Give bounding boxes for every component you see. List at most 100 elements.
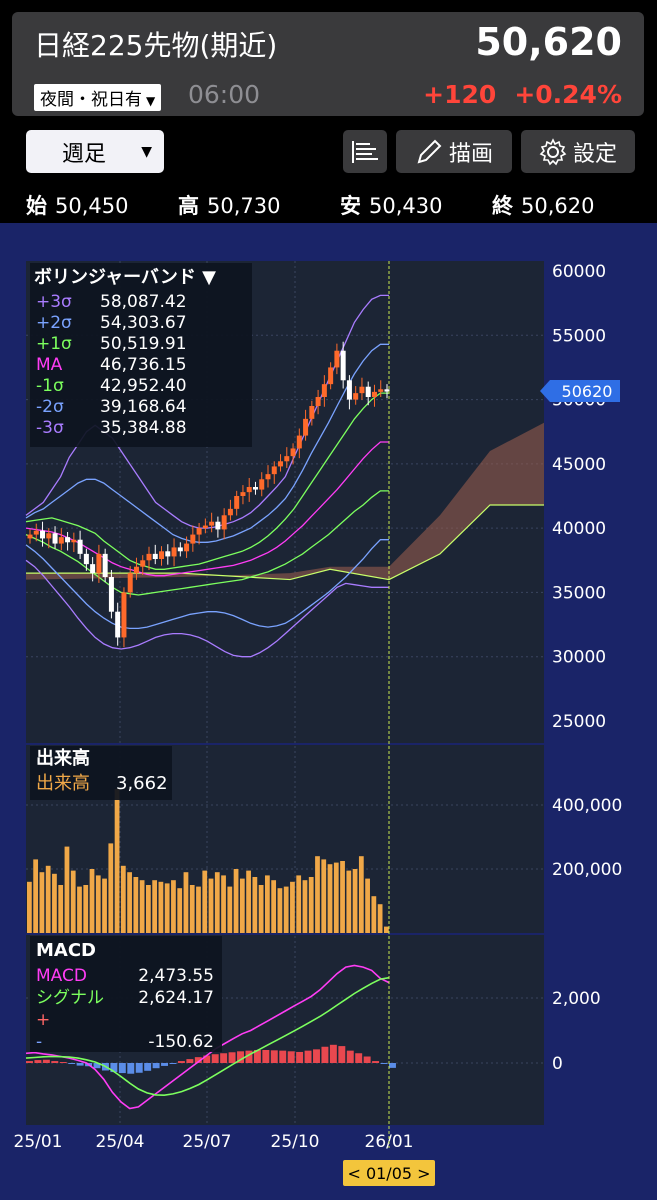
macd-histogram-bar <box>262 1050 270 1063</box>
candle-body <box>71 539 77 543</box>
volume-bar <box>114 789 120 933</box>
volume-bar <box>252 877 258 933</box>
macd-axis-tick: 2,000 <box>552 989 601 1009</box>
legend-label: -1σ <box>36 376 64 396</box>
volume-bar <box>208 878 214 933</box>
legend-value: 35,384.88 <box>100 418 187 438</box>
list-bars-icon <box>352 140 378 163</box>
candle-body <box>65 537 71 543</box>
candle-body <box>90 564 96 574</box>
macd-histogram-bar <box>304 1050 312 1063</box>
candle-body <box>252 487 258 490</box>
candle-body <box>221 515 227 530</box>
candle-body <box>121 592 127 638</box>
candle-body <box>271 466 277 475</box>
candle-body <box>227 508 233 516</box>
volume-bar <box>290 881 295 933</box>
caret-down-icon: ▼ <box>141 143 152 160</box>
price-change: +120 +0.24% <box>405 80 622 109</box>
macd-histogram-bar <box>270 1050 278 1063</box>
macd-histogram-bar <box>338 1046 346 1063</box>
candle-body <box>259 479 265 490</box>
volume-bar <box>239 878 245 933</box>
candle-body <box>246 487 252 493</box>
candle-body <box>190 534 196 544</box>
volume-bar <box>221 875 226 933</box>
open-stat: 始 50,450 <box>26 190 128 220</box>
volume-bar <box>52 873 57 933</box>
volume-axis-tick: 400,000 <box>552 796 622 816</box>
x-axis-tick: 25/04 <box>96 1132 145 1152</box>
x-axis: 25/01 25/04 25/07 25/10 26/01 <box>14 1132 414 1152</box>
draw-label: 描画 <box>448 141 493 167</box>
volume-bar <box>258 885 264 933</box>
macd-histogram-bar <box>203 1055 211 1063</box>
candle-body <box>303 418 309 436</box>
candle-body <box>240 492 246 496</box>
macd-histogram-bar <box>144 1063 152 1071</box>
band-plus2-line <box>25 343 389 543</box>
high-value: 50,730 <box>207 194 281 218</box>
volume-bar <box>346 870 352 933</box>
volume-bar <box>371 896 377 933</box>
legend-value: 46,736.15 <box>100 355 187 375</box>
last-price-tag <box>540 380 620 402</box>
volume-bar <box>146 885 151 933</box>
macd-histogram-bar <box>194 1057 202 1063</box>
candle-body <box>321 384 327 397</box>
indicator-list-button[interactable] <box>343 130 387 173</box>
candle-body <box>83 553 89 565</box>
macd-histogram-bar <box>152 1063 160 1069</box>
chart-area[interactable]: 6000055000500004500040000350003000025000… <box>0 223 657 1200</box>
macd-histogram-bar <box>253 1050 261 1063</box>
band-plus1-line <box>25 392 389 570</box>
volume-bar <box>70 870 76 933</box>
candle-body <box>340 350 346 381</box>
candle-body <box>165 551 171 557</box>
macd-histogram-bar <box>161 1063 169 1066</box>
macd-histogram-bar <box>346 1050 354 1063</box>
price-axis-tick: 25000 <box>552 712 606 732</box>
close-label: 終 <box>492 194 513 218</box>
bollinger-title[interactable]: ボリンジャーバンド ▼ <box>34 267 216 288</box>
macd-histogram-bar <box>380 1063 388 1064</box>
volume-bar <box>277 888 283 933</box>
caret-down-icon: ▼ <box>146 94 156 108</box>
open-value: 50,450 <box>55 194 129 218</box>
macd-histogram-bar <box>110 1063 118 1073</box>
candle-body <box>152 553 158 559</box>
gear-icon <box>539 137 567 165</box>
candle-body <box>146 553 152 561</box>
volume-bar <box>358 856 364 933</box>
session-select[interactable]: 夜間・祝日有 ▼ <box>34 84 162 111</box>
band-minus3-line <box>25 559 389 658</box>
settings-label: 設定 <box>572 141 617 167</box>
high-label: 高 <box>178 194 199 218</box>
legend-value: 54,303.67 <box>100 313 187 333</box>
volume-bar <box>102 878 107 933</box>
macd-legend-box <box>30 936 222 1052</box>
volume-bar <box>171 880 176 933</box>
volume-bar <box>158 881 164 933</box>
macd-histogram-bar <box>313 1049 320 1063</box>
volume-bar <box>108 843 114 933</box>
draw-button[interactable]: 描画 <box>396 130 512 173</box>
macd-histogram-bar <box>135 1063 143 1073</box>
settings-button[interactable]: 設定 <box>521 130 635 173</box>
candle-body <box>384 389 390 392</box>
macd-histogram-bar <box>186 1059 194 1063</box>
candle-body <box>133 566 139 574</box>
low-stat: 安 50,430 <box>340 190 442 220</box>
volume-bar <box>265 875 270 933</box>
candle-body <box>278 461 284 467</box>
volume-bar <box>327 864 333 933</box>
candle-body <box>284 456 290 462</box>
macd-histogram-bar <box>355 1053 363 1063</box>
candle-body <box>315 397 321 406</box>
candle-body <box>234 496 240 509</box>
macd-histogram-bar <box>118 1063 126 1074</box>
change-percent: +0.24% <box>514 80 622 109</box>
cursor-date-box[interactable] <box>343 1160 435 1186</box>
change-value: +120 <box>423 80 497 109</box>
period-select[interactable]: 週足 ▼ <box>26 130 164 173</box>
